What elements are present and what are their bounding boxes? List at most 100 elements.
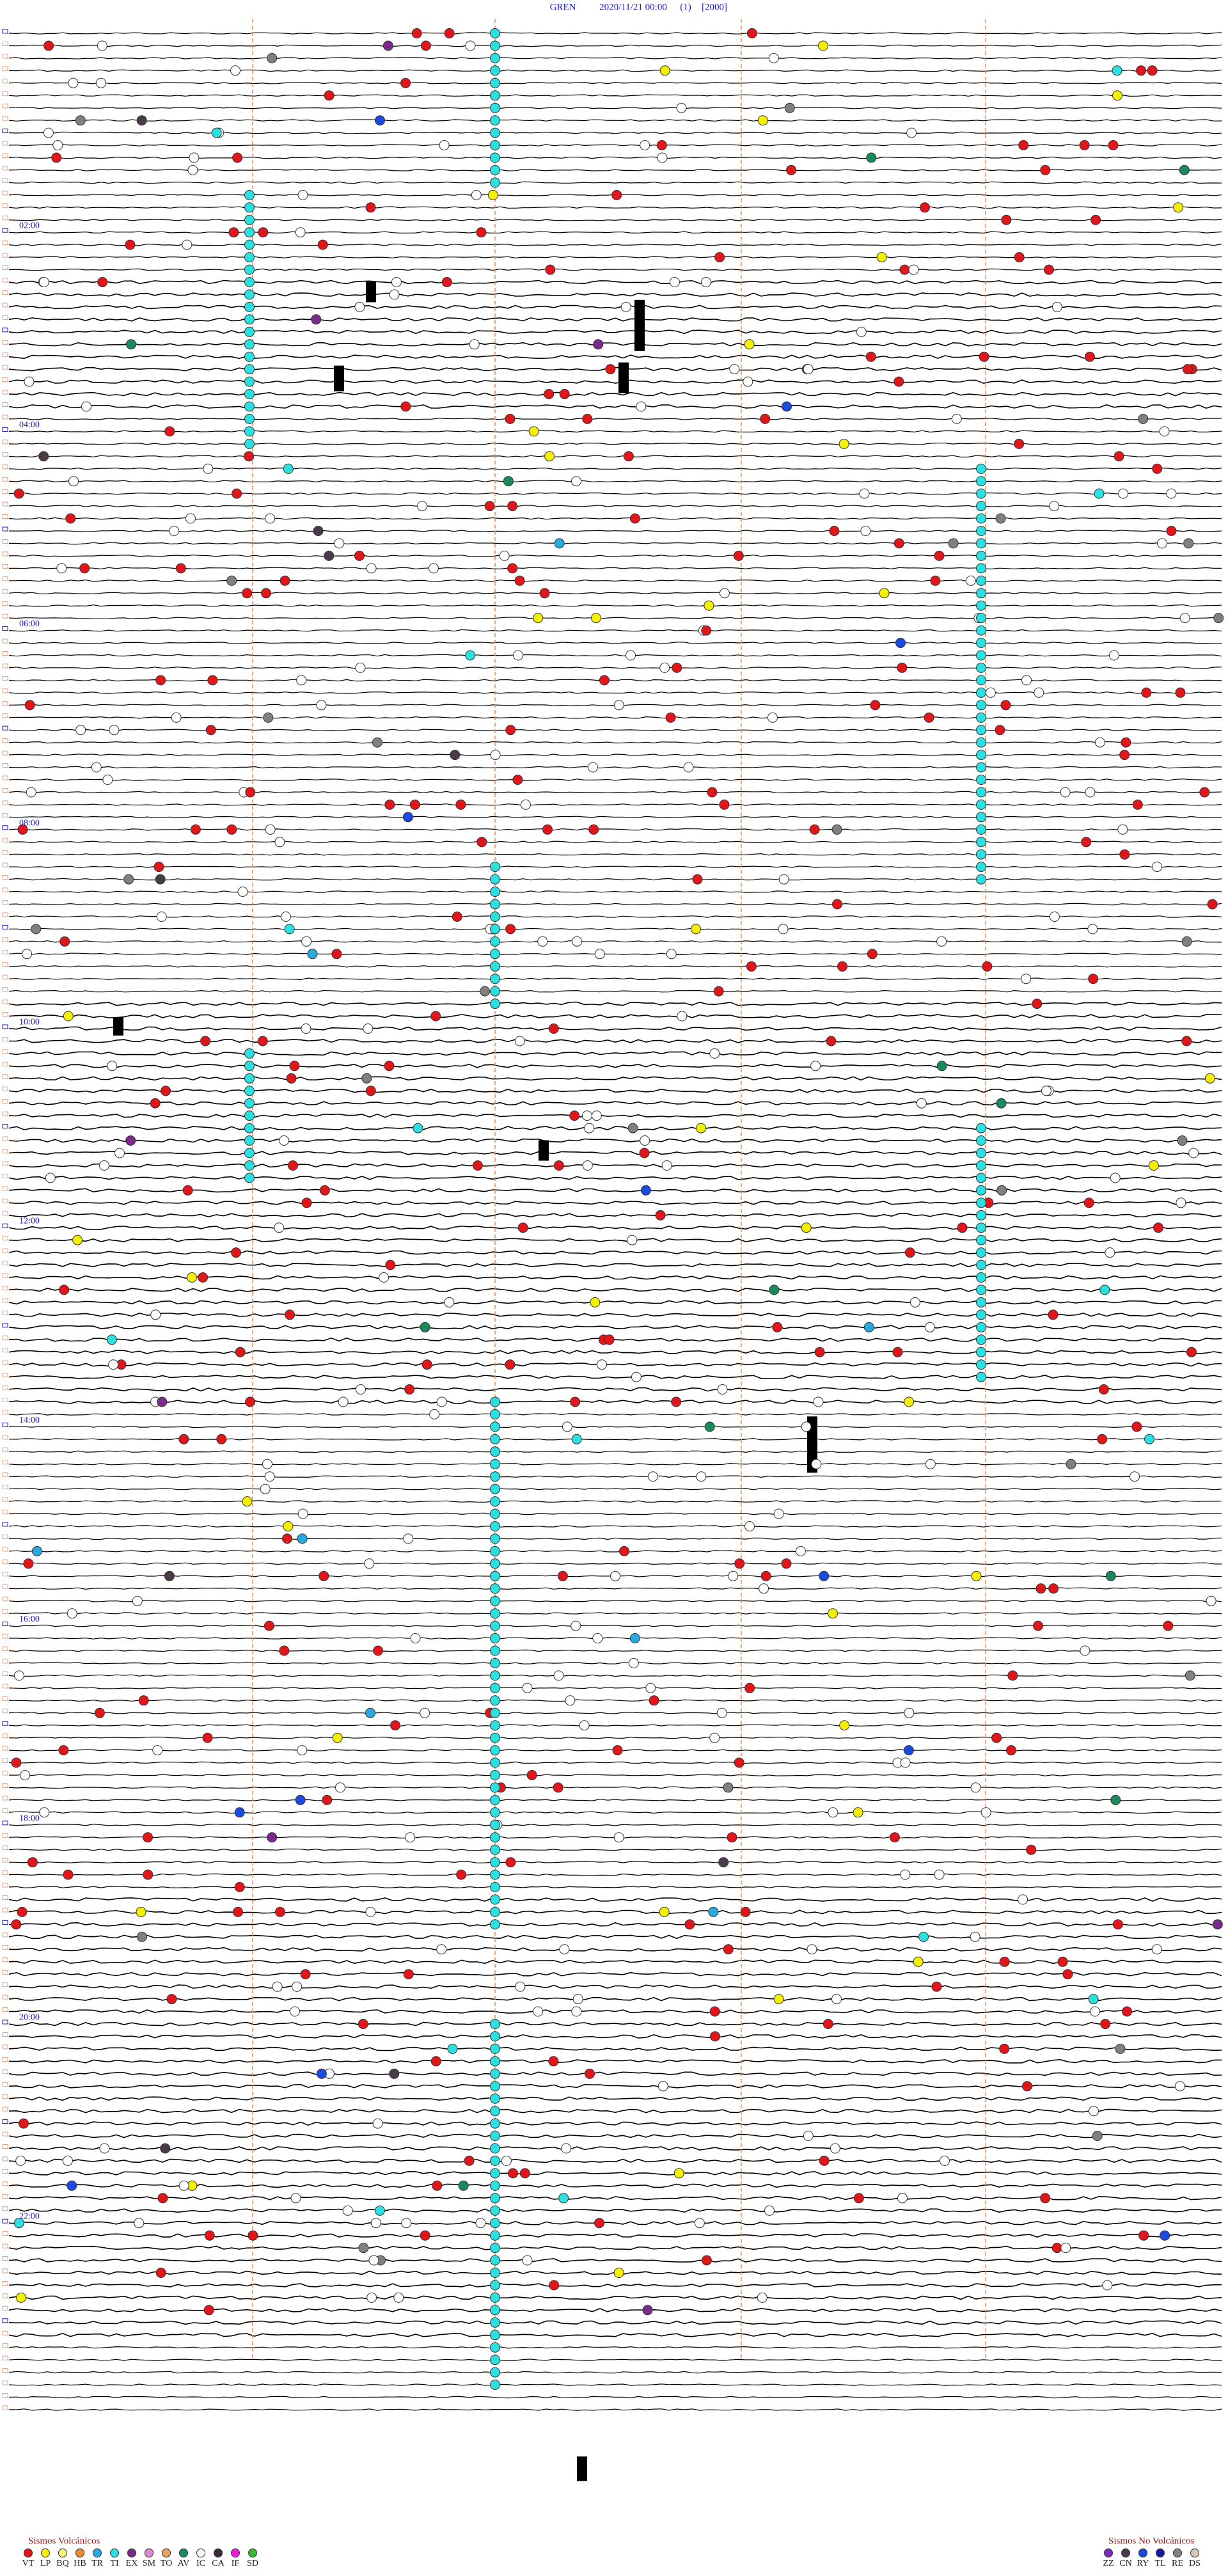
event [136,1906,146,1917]
trace [8,1312,1222,1317]
tremor-event [976,837,986,848]
event [205,725,216,736]
tremor-event [490,949,500,960]
legend-swatch [179,2548,188,2557]
event [782,401,792,412]
hour-marker [2,663,8,668]
event [166,1994,177,2005]
event [1183,538,1194,549]
event [182,239,193,250]
trace [8,1972,1222,1977]
event [15,2155,26,2166]
trace [8,443,1222,445]
tremor-event [976,799,986,810]
trace [8,1736,1222,1739]
trace [8,268,1222,271]
event [971,1570,982,1581]
trace [8,965,1222,968]
trace [8,654,1222,657]
event [155,2268,166,2278]
tremor-event [976,488,986,499]
hour-marker [2,1285,8,1290]
tremor-event [490,2093,500,2104]
event [1060,2243,1071,2254]
event [1179,164,1190,175]
event [402,812,413,823]
trace [8,1425,1222,1428]
hour-marker [2,1422,8,1427]
event [656,140,667,150]
time-label: 10:00 [19,1017,40,1027]
event [235,1347,246,1357]
trace [8,1325,1222,1330]
event [571,2006,582,2017]
event [420,1322,430,1332]
hour-marker [2,2368,8,2373]
trace [8,1288,1222,1292]
hour-marker [2,688,8,693]
tremor-event [244,413,255,424]
tremor-event [490,1707,500,1718]
trace [8,1039,1222,1043]
legend-swatch [145,2548,154,2557]
tremor-event [490,1832,500,1843]
traces [2,29,1222,2481]
tremor-event [976,1371,986,1382]
event [995,725,1005,736]
event [837,961,847,972]
event [182,1185,193,1196]
hour-marker [2,1211,8,1216]
event [81,401,91,412]
trace [8,754,1222,756]
event [401,2218,412,2229]
trace [8,990,1222,993]
event [897,2193,908,2204]
tremor-event [490,936,500,947]
hour-marker [2,178,8,183]
trace [8,57,1222,59]
event [620,301,631,312]
event [365,1086,376,1096]
event [1110,1794,1121,1805]
event [588,824,599,835]
event [257,1036,268,1047]
event [666,949,677,960]
tremor-event [490,127,500,138]
event [94,1707,105,1718]
event [829,526,840,536]
event [900,1869,911,1880]
hour-marker [2,1945,8,1950]
tremor-event [490,2367,500,2378]
hour-marker [2,1634,8,1639]
event [13,488,24,499]
event [570,1396,581,1407]
trace [8,2396,1222,2399]
legend-swatch [75,2548,84,2557]
event [1131,1421,1142,1432]
event [925,1458,936,1469]
trace [8,243,1222,246]
trace [8,418,1222,420]
tremor-event [976,501,986,512]
event [659,662,670,673]
burst [113,1017,123,1036]
event [665,712,676,723]
trace [8,404,1222,409]
event [899,264,910,275]
event [1088,1994,1099,2005]
event [429,563,439,574]
legend-swatch [1190,2548,1199,2557]
hour-marker [2,2131,8,2137]
event [143,1869,154,1880]
event [274,837,285,848]
event [67,1608,77,1619]
trace [8,131,1222,134]
tremor-event [976,613,986,624]
event [948,538,959,549]
hour-marker [2,1460,8,1465]
event [150,1309,161,1320]
trace [8,1188,1222,1193]
event [1173,202,1184,213]
hour-marker [2,651,8,656]
scale: [2000] [702,2,727,12]
